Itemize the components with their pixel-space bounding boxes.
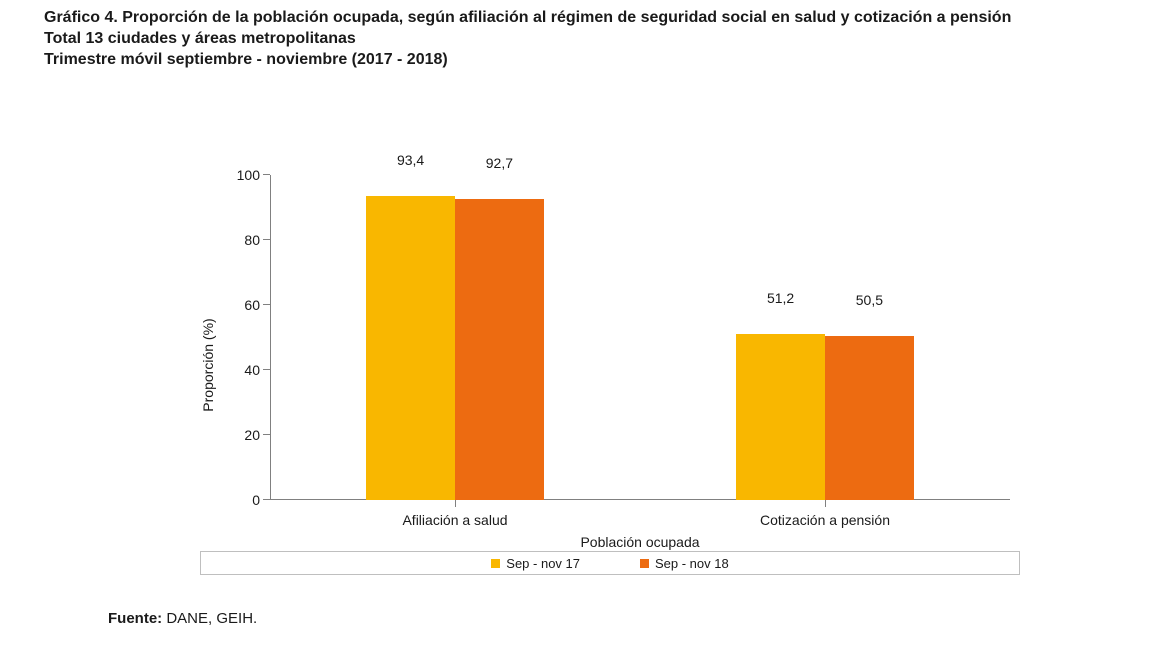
bar-value-label: 92,7 [486,155,513,177]
y-tick [263,434,270,435]
y-tick-label: 0 [225,492,260,508]
bar [825,336,914,500]
title-line-3: Trimestre móvil septiembre - noviembre (… [44,50,1105,71]
legend: Sep - nov 17 Sep - nov 18 [200,551,1020,575]
bar-value-label: 50,5 [856,292,883,314]
bar-value-label: 51,2 [767,290,794,312]
y-tick [263,239,270,240]
legend-item-0: Sep - nov 17 [491,556,580,571]
y-tick-label: 60 [225,297,260,313]
y-tick [263,304,270,305]
bar-value-label: 93,4 [397,152,424,174]
legend-label-1: Sep - nov 18 [655,556,729,571]
x-category-label: Afiliación a salud [402,512,507,528]
source-line: Fuente: DANE, GEIH. [108,610,257,627]
source-value: DANE, GEIH. [166,610,257,627]
y-tick [263,499,270,500]
x-axis-label: Población ocupada [580,534,699,550]
source-label: Fuente: [108,610,162,627]
legend-item-1: Sep - nov 18 [640,556,729,571]
y-tick [263,174,270,175]
plot-area: Población ocupada 020406080100Afiliación… [270,175,1010,500]
bar-chart: Proporción (%) Población ocupada 0204060… [200,155,1020,575]
x-tick [455,500,456,507]
bar [736,334,825,500]
legend-swatch-0 [491,559,500,568]
title-line-2: Total 13 ciudades y áreas metropolitanas [44,29,1105,50]
y-tick-label: 100 [225,167,260,183]
y-tick [263,369,270,370]
x-category-label: Cotización a pensión [760,512,890,528]
y-tick-label: 80 [225,232,260,248]
chart-title-block: Gráfico 4. Proporción de la población oc… [44,8,1105,70]
legend-label-0: Sep - nov 17 [506,556,580,571]
legend-swatch-1 [640,559,649,568]
x-tick [825,500,826,507]
bar [455,199,544,500]
y-axis-line [270,175,271,500]
y-tick-label: 20 [225,427,260,443]
bar [366,196,455,500]
title-line-1: Gráfico 4. Proporción de la población oc… [44,8,1105,29]
y-axis-label: Proporción (%) [200,318,216,411]
y-tick-label: 40 [225,362,260,378]
